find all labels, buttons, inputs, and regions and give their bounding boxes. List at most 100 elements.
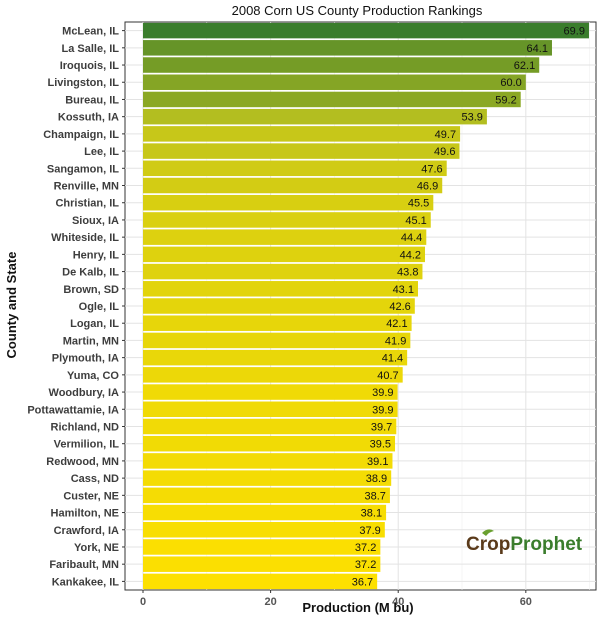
bar-value-label: 64.1: [527, 43, 548, 55]
bar: [143, 143, 460, 159]
category-label: Custer, NE: [63, 490, 119, 502]
bar-value-label: 49.6: [434, 146, 455, 158]
bar: [143, 57, 540, 73]
bars: [143, 22, 589, 590]
x-tick-label: 20: [264, 596, 276, 608]
bar: [143, 212, 431, 228]
bar: [143, 315, 412, 331]
chart-title: 2008 Corn US County Production Rankings: [232, 3, 483, 18]
y-axis-title: County and State: [4, 252, 19, 359]
bar-value-label: 53.9: [461, 112, 482, 124]
category-label: Sioux, IA: [72, 215, 119, 227]
bar-value-label: 59.2: [495, 94, 516, 106]
bar-value-label: 38.7: [364, 490, 385, 502]
category-label: Hamilton, NE: [51, 508, 119, 520]
bar: [143, 453, 393, 469]
bar-value-label: 43.8: [397, 267, 418, 279]
category-label: Iroquois, IL: [60, 60, 120, 72]
category-label: Lee, IL: [84, 146, 119, 158]
logo-text-prophet: Prophet: [510, 534, 582, 555]
bar: [143, 504, 387, 521]
category-label: Kossuth, IA: [58, 112, 119, 124]
bar: [143, 384, 398, 400]
bar-value-label: 39.9: [372, 404, 393, 416]
x-tick-label: 0: [140, 596, 146, 608]
category-label: Vermilion, IL: [54, 439, 120, 451]
bar: [143, 126, 461, 142]
bar-value-label: 37.9: [359, 525, 380, 537]
category-label: Bureau, IL: [65, 94, 119, 106]
bar-value-label: 45.1: [405, 215, 426, 227]
category-label: Brown, SD: [63, 284, 119, 296]
category-label: York, NE: [74, 542, 119, 554]
bar: [143, 556, 381, 572]
bar: [143, 74, 526, 90]
x-axis-title: Production (M bu): [302, 600, 413, 615]
bar: [143, 349, 408, 366]
bar: [143, 418, 397, 435]
bar: [143, 367, 403, 383]
bar-value-label: 38.1: [361, 508, 382, 520]
bar-value-label: 44.4: [401, 232, 422, 244]
category-label: De Kalb, IL: [62, 267, 119, 279]
bar: [143, 522, 385, 538]
bar: [143, 194, 434, 211]
category-label: Plymouth, IA: [52, 353, 119, 365]
logo-text-crop: Crop: [466, 534, 510, 555]
category-label: Christian, IL: [55, 198, 119, 210]
bar: [143, 539, 381, 555]
leaf-icon: [482, 529, 494, 536]
category-label: Crawford, IA: [54, 525, 119, 537]
bar: [143, 229, 427, 245]
category-label: Kankakee, IL: [52, 576, 120, 588]
svg-text:CropProphet: CropProphet: [466, 534, 583, 555]
bar: [143, 401, 398, 418]
bar-value-label: 47.6: [421, 163, 442, 175]
bar: [143, 435, 396, 452]
category-label: Richland, ND: [51, 421, 120, 433]
category-label: Martin, MN: [63, 335, 119, 347]
category-label: Logan, IL: [70, 318, 119, 330]
x-tick-label: 60: [520, 596, 532, 608]
bar-value-label: 37.2: [355, 559, 376, 571]
bar-value-label: 44.2: [400, 249, 421, 261]
bar: [143, 487, 390, 504]
bar-value-label: 37.2: [355, 542, 376, 554]
bar: [143, 332, 411, 349]
bar-value-label: 46.9: [417, 181, 438, 193]
bar: [143, 22, 589, 39]
category-label: Sangamon, IL: [47, 163, 119, 175]
category-label: Faribault, MN: [49, 559, 119, 571]
bar: [143, 298, 415, 314]
bar: [143, 160, 447, 177]
category-label: Woodbury, IA: [49, 387, 120, 399]
bar: [143, 177, 443, 194]
bar-value-label: 39.5: [370, 439, 391, 451]
category-label: La Salle, IL: [62, 43, 120, 55]
x-tick-labels: 0 20 40 60: [140, 590, 532, 608]
category-label: Henry, IL: [73, 249, 120, 261]
category-label: Ogle, IL: [79, 301, 120, 313]
bar-value-label: 62.1: [514, 60, 535, 72]
bar: [143, 40, 552, 56]
category-label: McLean, IL: [62, 26, 119, 38]
bar-value-label: 60.0: [500, 77, 521, 89]
bar-value-label: 41.9: [385, 335, 406, 347]
y-tick-labels: McLean, IL La Salle, IL Iroquois, IL Living…: [27, 26, 125, 588]
category-label: Livingston, IL: [48, 77, 120, 89]
bar: [143, 281, 418, 297]
bar-value-label: 42.1: [386, 318, 407, 330]
bar-value-label: 41.4: [382, 353, 403, 365]
bar-value-label: 36.7: [352, 576, 373, 588]
bar: [143, 246, 426, 263]
bar-value-label: 49.7: [435, 129, 456, 141]
bar: [143, 263, 423, 280]
bar: [143, 573, 378, 590]
category-label: Yuma, CO: [67, 370, 119, 382]
x-tick-label: 40: [392, 596, 404, 608]
bar-value-label: 45.5: [408, 198, 429, 210]
bar-value-label: 42.6: [389, 301, 410, 313]
category-label: Cass, ND: [71, 473, 119, 485]
bar: [143, 470, 392, 486]
